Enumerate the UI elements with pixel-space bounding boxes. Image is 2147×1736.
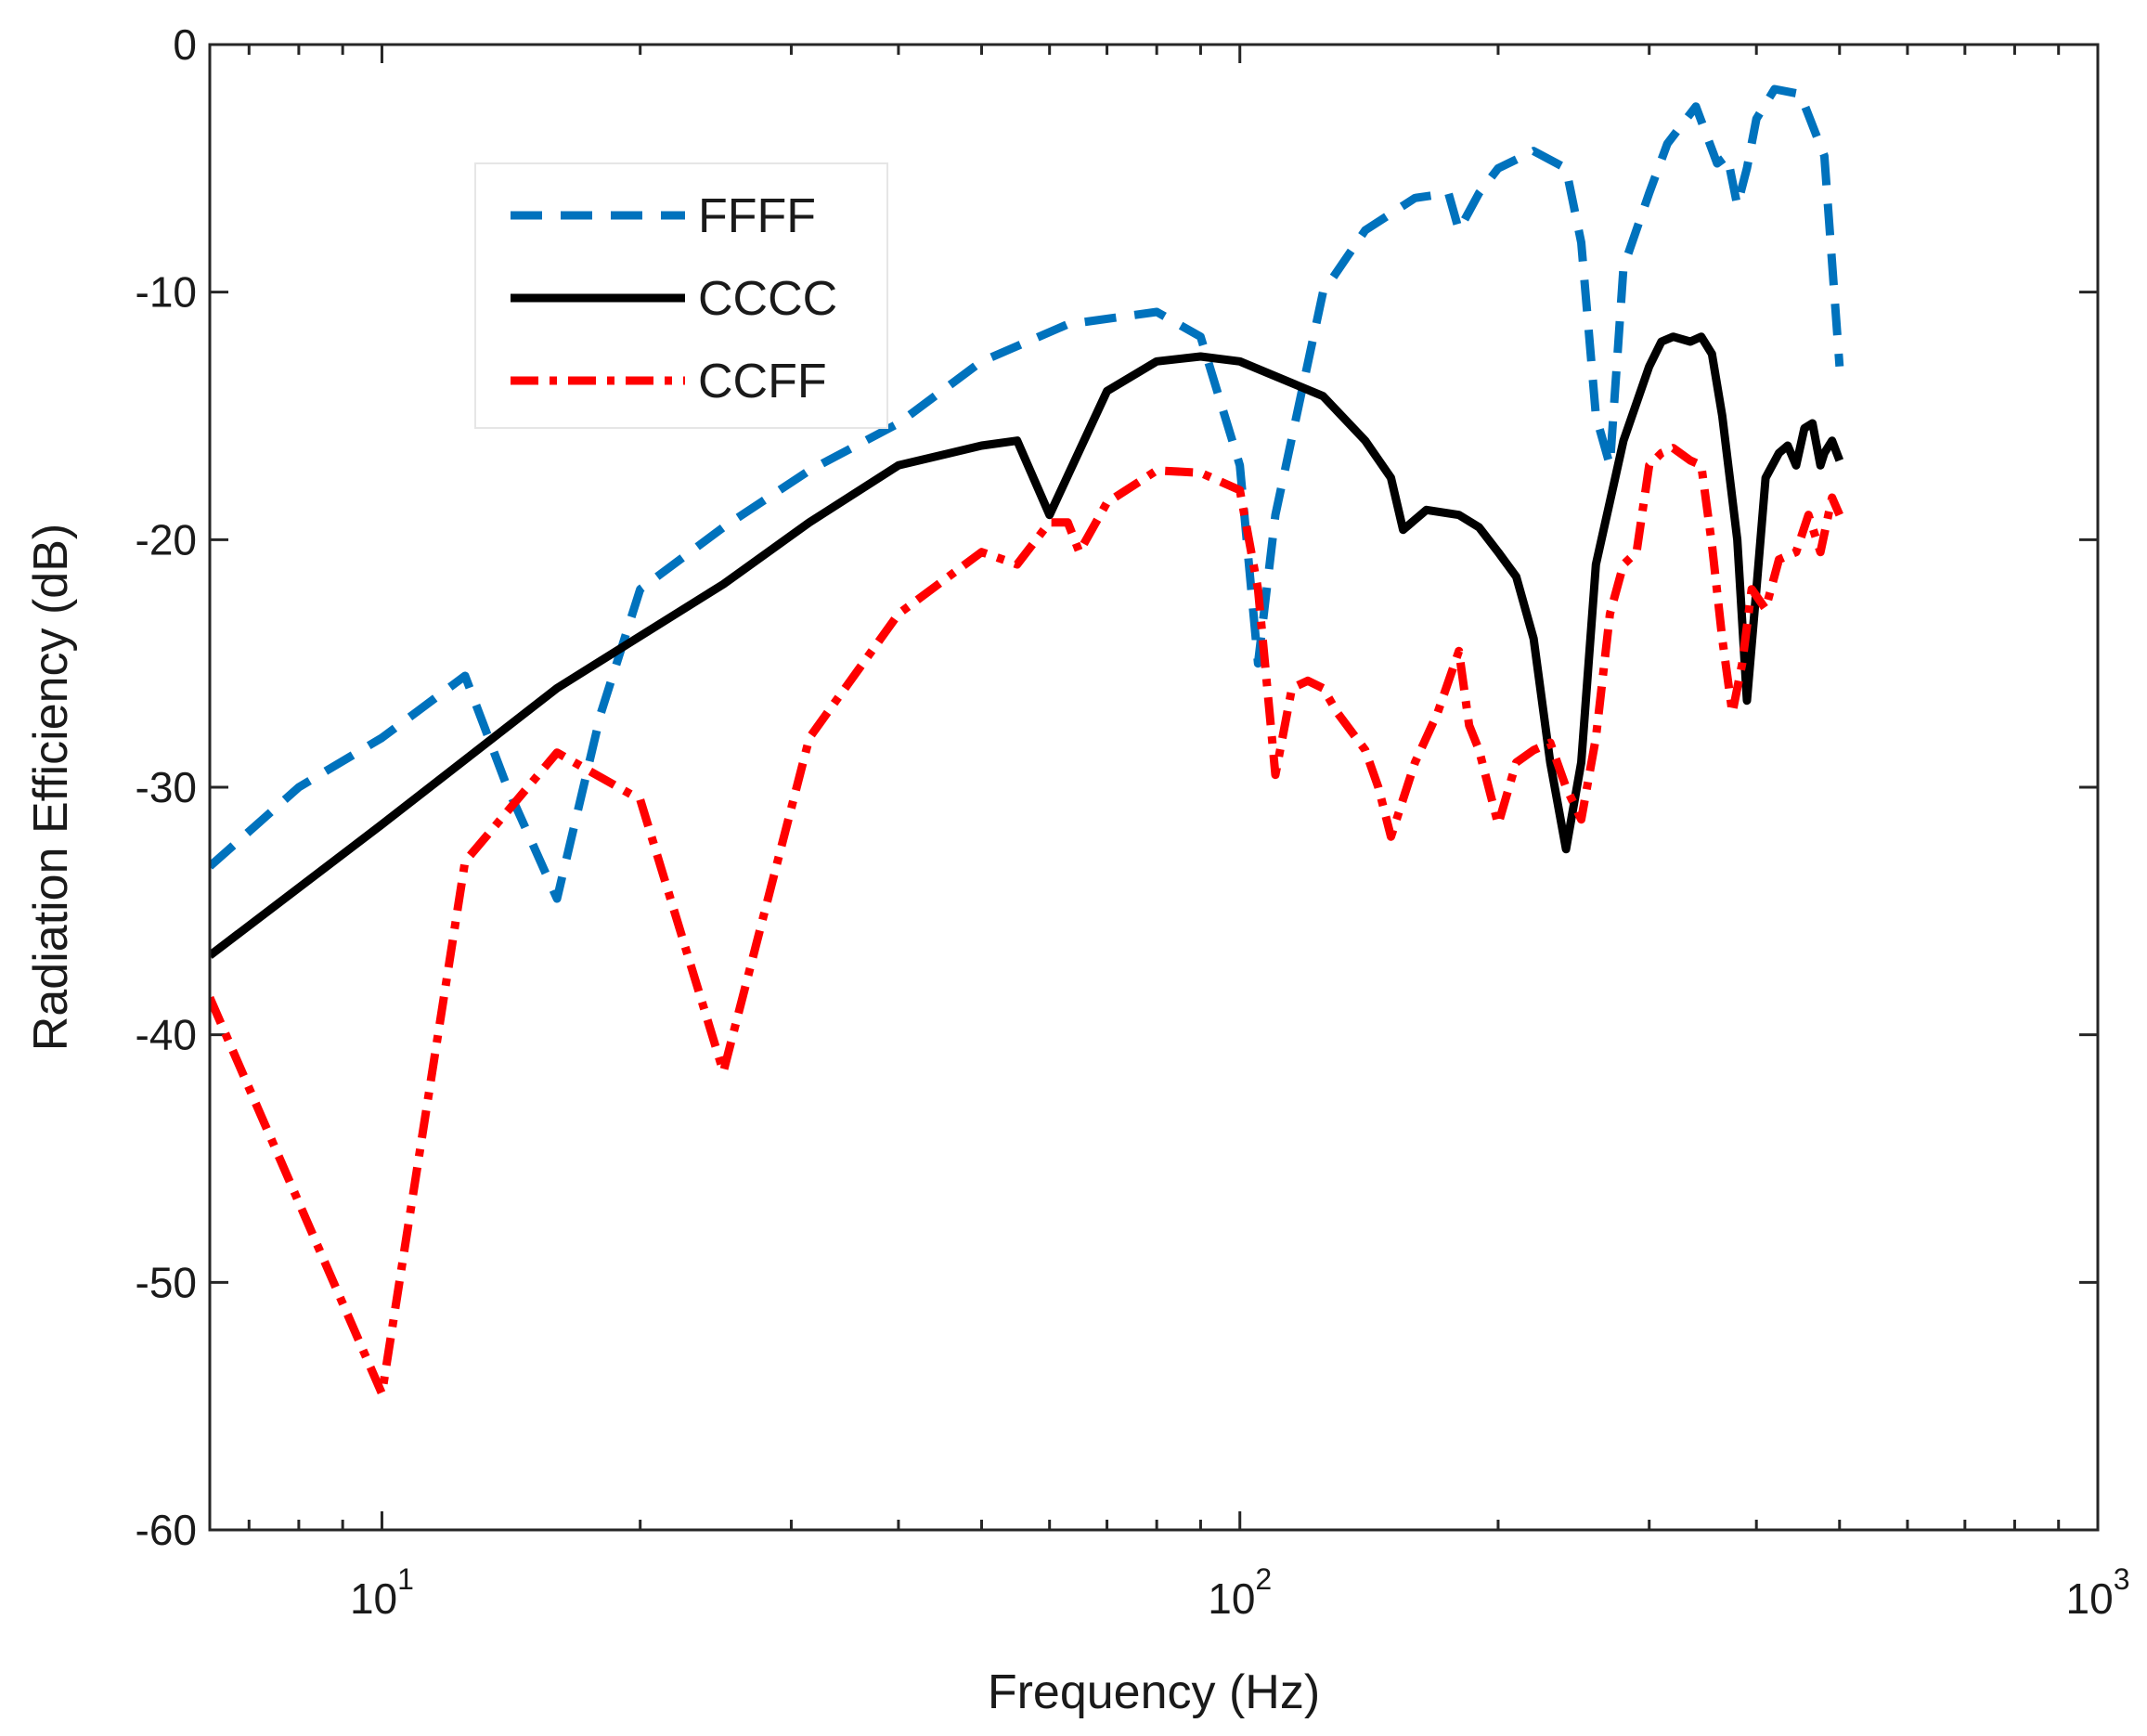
- y-tick-label: -20: [136, 515, 197, 564]
- plot-area-frame: [208, 43, 2100, 1532]
- x-tick-label: 101: [350, 1562, 414, 1623]
- legend-label-ffff: FFFF: [698, 189, 816, 243]
- y-tick-label: 0: [173, 20, 197, 69]
- y-tick-label: -60: [136, 1506, 197, 1554]
- legend-label-ccff: CCFF: [698, 355, 827, 408]
- series-line-cccc: [210, 332, 1844, 959]
- legend: FFFF CCCC CCFF: [474, 162, 888, 429]
- x-axis-title: Frequency (Hz): [988, 1665, 1320, 1719]
- y-axis-title: Radiation Efficiency (dB): [24, 524, 78, 1051]
- y-tick-label: -50: [136, 1258, 197, 1306]
- legend-label-cccc: CCCC: [698, 272, 837, 326]
- chart-series: [210, 84, 1844, 1398]
- y-tick-label: -40: [136, 1011, 197, 1059]
- x-tick-label: 102: [1208, 1562, 1272, 1623]
- y-tick-label: -30: [136, 763, 197, 811]
- tick-labels: 0 -10 -20 -30 -40 -50 -60 101 102 103: [136, 20, 2130, 1623]
- x-tick-label: 103: [2066, 1562, 2130, 1623]
- y-tick-label: -10: [136, 268, 197, 317]
- series-line-ccff: [210, 444, 1843, 1398]
- series-line-ffff: [210, 84, 1844, 903]
